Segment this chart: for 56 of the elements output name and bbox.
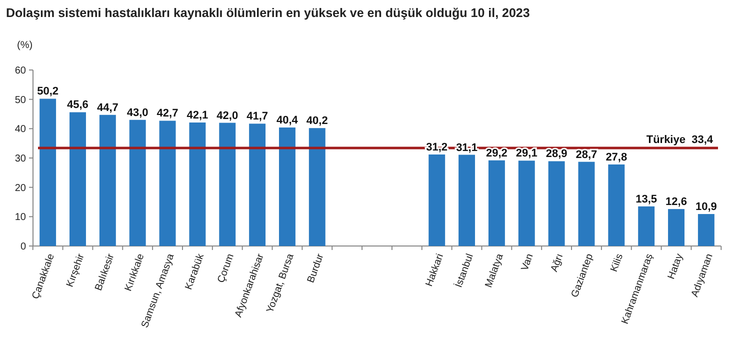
bar (40, 98, 56, 246)
bar (129, 120, 146, 246)
x-tick-label: Hatay (666, 252, 686, 281)
data-label: 29,1 (516, 148, 538, 160)
bar (189, 122, 206, 246)
y-tick-label: 30 (14, 154, 26, 164)
x-tick-label: Kilis (608, 252, 626, 274)
data-label: 50,2 (37, 86, 59, 98)
data-label: 13,5 (636, 193, 658, 206)
x-tick-label: Van (520, 252, 536, 272)
bar (608, 164, 625, 246)
data-label: 12,6 (666, 196, 687, 208)
bar (518, 160, 535, 246)
data-label: 45,6 (67, 99, 88, 112)
data-label: 44,7 (96, 102, 118, 114)
bar (159, 120, 176, 246)
y-tick-label: 60 (14, 66, 26, 76)
y-tick-label: 0 (20, 242, 26, 252)
data-label: 31,1 (456, 142, 478, 154)
data-label: 41,7 (246, 110, 268, 123)
data-label: 28,9 (546, 148, 568, 160)
data-label: 27,8 (606, 151, 628, 164)
ref-line-label: Türkiye 33,4 (646, 134, 714, 146)
bar (99, 114, 116, 246)
bar (219, 122, 236, 246)
data-label: 42,0 (216, 110, 238, 122)
data-label: 42,1 (186, 110, 208, 122)
data-label: 43,0 (126, 106, 148, 119)
data-label: 40,4 (276, 114, 299, 126)
x-tick-label: Çorum (216, 252, 236, 284)
y-tick-label: 50 (14, 94, 26, 106)
data-label: 28,7 (576, 148, 598, 161)
y-axis-title: (%) (17, 40, 33, 51)
data-label: 29,2 (486, 147, 508, 160)
bar (638, 206, 655, 246)
bar (70, 112, 86, 246)
bar (668, 209, 684, 246)
x-tick-label: Ağrı (549, 252, 566, 274)
data-label: 42,7 (156, 108, 178, 120)
y-tick-label: 40 (14, 124, 26, 136)
data-label: 31,2 (426, 141, 448, 154)
bar (278, 127, 296, 246)
data-label: 10,9 (695, 201, 717, 214)
bar (578, 162, 595, 246)
data-label: 40,2 (306, 115, 328, 128)
bar (428, 154, 446, 246)
bar (698, 214, 714, 246)
chart-title: Dolaşım sistemi hastalıkları kaynaklı ölümlerin en yüksek ve en düşük olduğu 10 il, 2023 (6, 6, 530, 20)
x-tick-label: Burdur (306, 252, 326, 284)
bar (548, 161, 565, 246)
y-tick-label: 20 (14, 182, 26, 194)
y-tick-label: 10 (14, 212, 26, 224)
bar (308, 128, 326, 246)
bar (488, 160, 505, 246)
bar (458, 154, 476, 246)
bar (249, 124, 266, 246)
